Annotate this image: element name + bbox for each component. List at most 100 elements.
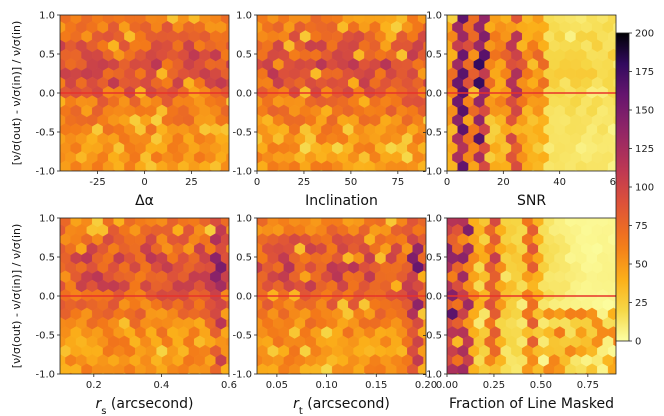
hexbin-cell (257, 372, 260, 374)
x-axis-label: rs (arcsecond) (95, 396, 193, 416)
hexbin-cell (143, 372, 149, 374)
colorbar-tick-label: 100 (635, 183, 654, 194)
x-tick-label: 25 (298, 177, 311, 188)
hexbin-cell (208, 372, 213, 374)
x-tick-label: 0.05 (266, 380, 288, 391)
hexbin-cell (613, 262, 616, 273)
hexbin-cell (447, 218, 448, 219)
hexbin-cell (429, 68, 440, 80)
hexbin-cell (241, 224, 252, 236)
hexbin-cell (385, 15, 387, 16)
hexbin-cell (543, 15, 545, 16)
hexbin-cell (431, 354, 442, 366)
hexbin-cell (257, 107, 258, 115)
hexbin-cell (60, 15, 61, 16)
hexbin-cell (447, 15, 448, 16)
hexbin-cell (208, 169, 213, 171)
y-tick-label: 1.0 (236, 11, 252, 22)
hexbin-cell (468, 218, 469, 219)
hexbin-cell (466, 169, 471, 171)
x-tick-label: 0.00 (436, 380, 458, 391)
hexbin-cell (342, 15, 344, 16)
hexbin-cell (423, 262, 426, 273)
hexbin-cell (241, 354, 252, 366)
hexbin-cell (586, 15, 588, 16)
hexbin-cell (447, 236, 448, 244)
y-tick-label: 0.5 (426, 253, 442, 264)
hexbin-cell (226, 281, 229, 291)
hexbin-cell (44, 114, 55, 126)
hexbin-cell (145, 15, 147, 16)
hexbin-cell (218, 169, 224, 171)
panel-fraction-masked: -1.0 -0.5 0.0 0.5 1.0 0.00 0.25 0.50 0.75 Fractio… (422, 214, 617, 412)
hexbin-cell (447, 273, 448, 281)
hexbin-cell (564, 15, 566, 16)
hexbin-cell (60, 273, 61, 281)
hexbin-cell (466, 372, 471, 374)
hexbin-cell (166, 218, 168, 219)
hexbin-cell (406, 218, 408, 219)
colorbar-tick-label: 75 (635, 221, 648, 232)
hexbin-cell (477, 169, 482, 171)
colorbar-tick-label: 200 (635, 29, 654, 40)
colorbar-tick-label: 0 (635, 337, 641, 348)
x-tick-label: 0.2 (86, 380, 102, 391)
hexbin-cell (613, 134, 616, 144)
y-tick-label: -0.5 (422, 128, 442, 139)
hexbin-cell (530, 169, 536, 171)
hexbin-cell (133, 372, 138, 374)
hexbin-cell (619, 12, 630, 24)
hexbin-cell (199, 218, 201, 219)
hexbin-cell (362, 169, 367, 171)
hexbin-cell (232, 31, 243, 43)
hexbin-cell (396, 15, 398, 16)
hexbin-cell (220, 160, 229, 171)
y-tick-label: 1.0 (39, 214, 55, 225)
hexbin-cell (423, 59, 426, 70)
hexbin-cell (553, 15, 555, 16)
hexbin-cell (226, 22, 229, 33)
x-axis-label: Fraction of Line Masked (449, 396, 614, 412)
y-tick-label: 0.0 (236, 292, 252, 303)
hexbin-cell (197, 372, 202, 374)
x-tick-label: 0.6 (221, 380, 237, 391)
hexbin-cell (614, 3, 625, 15)
y-tick-label: 0.5 (236, 50, 252, 61)
hexbin-cell (423, 337, 426, 347)
panel-r-s: -1.0 -0.5 0.0 0.5 1.0 0.2 0.4 0.6 rs (arcsecond)… (10, 214, 243, 416)
x-tick-label: 0 (141, 177, 147, 188)
hexbin-cell (429, 234, 440, 246)
hexbin-cell (232, 234, 243, 246)
hexbin-cell (429, 308, 440, 320)
y-tick-label: 1.0 (236, 214, 252, 225)
hexbin-cell (122, 372, 127, 374)
hexbin-cell (423, 225, 426, 236)
hexbin-cell (60, 236, 61, 244)
hexbin-cell (44, 317, 55, 329)
hexbin-cell (113, 218, 115, 219)
panel-snr: -1.0-0.50.00.51.00204060SNR (422, 3, 630, 210)
hexbin-cell (511, 218, 512, 219)
colorbar-tick-label: 150 (635, 106, 654, 117)
y-tick-label: 0.0 (426, 89, 442, 100)
hexbin-cell (521, 15, 523, 16)
hexbin-cell (605, 372, 611, 374)
hexbin-cell (60, 372, 63, 374)
x-axis-label: SNR (517, 193, 546, 209)
hexbin-cell (156, 15, 158, 16)
hexbin-cell (257, 15, 258, 16)
hexbin-cell (351, 372, 356, 374)
hexbin-cell (188, 15, 190, 16)
hexbin-cell (299, 218, 301, 219)
hexbin-cell (429, 31, 440, 43)
y-tick-label: 1.0 (426, 214, 442, 225)
hexbin-cell (394, 372, 399, 374)
hexbin-cell (124, 218, 125, 219)
y-axis-label: [ν/σ(out) - ν/σ(in)] / ν/σ(in) (10, 224, 23, 369)
hexbin-cell (134, 15, 136, 16)
hexbin-cell (220, 15, 222, 16)
hexbin-cell (613, 337, 616, 347)
x-axis-label: Inclination (305, 193, 378, 209)
hexbin-cell (423, 134, 426, 144)
